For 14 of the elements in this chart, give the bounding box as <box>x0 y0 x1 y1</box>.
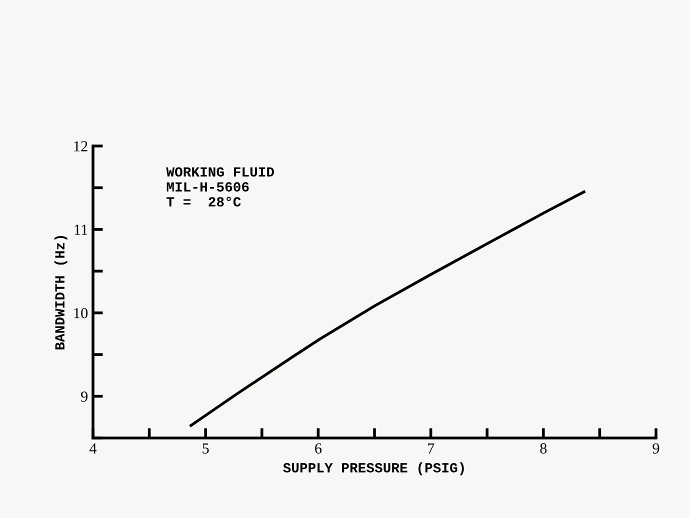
x-tick-label: 6 <box>315 443 322 454</box>
y-tick-label: 12 <box>74 141 88 152</box>
x-tick-label: 8 <box>540 443 547 454</box>
x-axis-title: SUPPLY PRESSURE (PSIG) <box>283 462 464 476</box>
y-tick-label: 10 <box>74 308 88 318</box>
y-tick-label: 9 <box>80 391 88 402</box>
annotation: WORKING FLUID MIL-H-5606 T = 28°C <box>166 167 274 207</box>
y-axis-title: BANDWIDTH (Hz) <box>54 236 68 350</box>
x-tick-label: 4 <box>89 443 97 454</box>
x-tick-label: 9 <box>652 443 660 454</box>
y-tick-label: 11 <box>74 224 88 235</box>
x-tick-label: 7 <box>428 443 434 454</box>
x-tick-label: 5 <box>202 443 209 454</box>
line-series <box>190 190 586 427</box>
